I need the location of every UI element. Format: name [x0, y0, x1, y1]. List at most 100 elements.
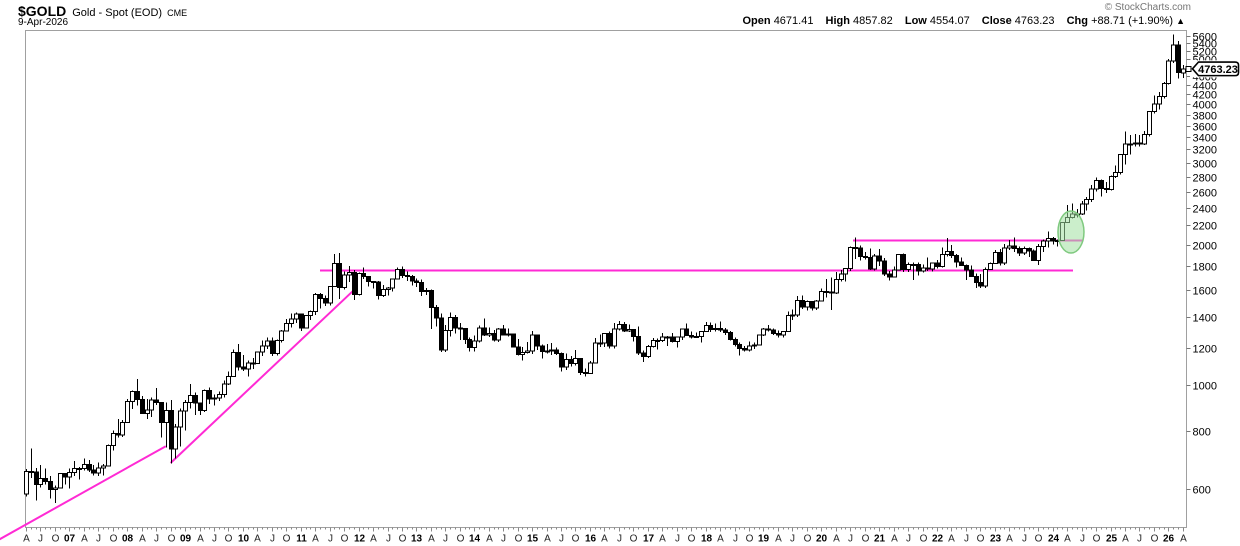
candle-body: [839, 273, 844, 280]
candle-body: [800, 299, 805, 308]
candle-body: [757, 334, 762, 346]
x-month-label: J: [96, 534, 101, 545]
candle-body: [781, 330, 786, 336]
candle-body: [202, 390, 207, 412]
x-month-label: A: [486, 534, 493, 545]
candle-body: [299, 313, 304, 329]
x-month-label: A: [1122, 534, 1129, 545]
candle-body: [352, 271, 357, 296]
up-triangle-icon: ▲: [1176, 16, 1185, 26]
candle-body: [988, 262, 993, 271]
candle-body: [328, 286, 333, 304]
x-month-label: A: [81, 534, 88, 545]
candle-body: [1031, 250, 1036, 262]
y-tick-label: 2600: [1193, 188, 1217, 200]
x-month-label: O: [341, 534, 349, 545]
x-year-label: 17: [643, 534, 655, 545]
candle-body: [111, 432, 116, 447]
candle-body: [1104, 187, 1109, 191]
candle-body: [1176, 44, 1181, 74]
candle-body: [458, 327, 463, 330]
candle-body: [72, 467, 77, 473]
x-year-label: 07: [64, 534, 76, 545]
candle-body: [34, 471, 39, 486]
x-year-label: 24: [1048, 534, 1060, 545]
candle-body: [159, 402, 164, 423]
candle-body: [559, 352, 564, 368]
candle-body: [116, 432, 121, 436]
candle-body: [212, 397, 217, 400]
candle-body: [689, 334, 694, 338]
x-month-label: O: [110, 534, 118, 545]
candle-body: [337, 262, 342, 289]
candle-body: [593, 342, 598, 364]
candle-body: [834, 278, 839, 294]
candle-body: [419, 281, 424, 293]
candle-body: [655, 339, 660, 342]
candle-body: [366, 275, 371, 283]
candle-body: [882, 260, 887, 275]
candle-body: [29, 471, 34, 474]
candle-body: [549, 349, 554, 352]
x-month-label: O: [515, 534, 523, 545]
candle-body: [1017, 248, 1022, 254]
candle-body: [1109, 176, 1114, 191]
candle-body: [752, 344, 757, 347]
x-month-label: O: [1035, 534, 1043, 545]
x-month-label: J: [790, 534, 795, 545]
x-month-label: J: [154, 534, 159, 545]
y-tick-label: 4200: [1193, 90, 1217, 102]
candle-body: [308, 311, 313, 317]
candle-body: [405, 274, 410, 277]
candle-body: [573, 357, 578, 364]
x-month-label: O: [630, 534, 638, 545]
candle-body: [77, 467, 82, 470]
candle-body: [887, 273, 892, 278]
candle-body: [38, 477, 43, 486]
candle-body: [651, 339, 656, 348]
candle-body: [284, 322, 289, 332]
candle-body: [921, 267, 926, 272]
x-month-label: J: [675, 534, 680, 545]
y-tick-label: 600: [1193, 485, 1211, 497]
candle-body: [737, 343, 742, 349]
candle-body: [906, 264, 911, 271]
ohlc-legend: Open 4671.41 High 4857.82 Low 4554.07 Cl…: [743, 15, 1186, 27]
candle-body: [733, 339, 738, 345]
candle-body: [1022, 247, 1027, 254]
candle-body: [1171, 44, 1176, 62]
x-month-label: A: [1064, 534, 1071, 545]
candle-body: [501, 328, 506, 336]
candle-body: [1157, 96, 1162, 105]
candle-body: [525, 350, 530, 354]
candle-body: [1046, 238, 1051, 242]
candle-body: [1027, 247, 1032, 252]
x-month-label: A: [23, 534, 30, 545]
candle-body: [43, 477, 48, 482]
candle-body: [627, 329, 632, 332]
candle-body: [217, 394, 222, 399]
x-month-label: A: [370, 534, 377, 545]
candle-body: [236, 352, 241, 368]
candle-body: [771, 329, 776, 334]
candle-body: [410, 275, 415, 282]
y-tick-label: 2200: [1193, 221, 1217, 233]
x-year-label: 16: [585, 534, 597, 545]
candle-body: [101, 465, 106, 469]
candle-body: [357, 272, 362, 296]
x-month-label: O: [920, 534, 928, 545]
candle-body: [969, 269, 974, 277]
y-tick-label: 1400: [1193, 313, 1217, 325]
trendline-2009-2011-uptrend: [169, 287, 357, 464]
candle-body: [708, 324, 713, 330]
candle-body: [786, 315, 791, 332]
candle-body: [443, 329, 448, 351]
x-month-label: A: [1180, 534, 1187, 545]
symbol-description: Gold - Spot (EOD): [72, 7, 163, 19]
candle-body: [173, 426, 178, 450]
candle-body: [294, 313, 299, 320]
candle-body: [631, 329, 636, 337]
title-block: $GOLD Gold - Spot (EOD) CME: [18, 3, 187, 21]
candle-body: [602, 332, 607, 344]
